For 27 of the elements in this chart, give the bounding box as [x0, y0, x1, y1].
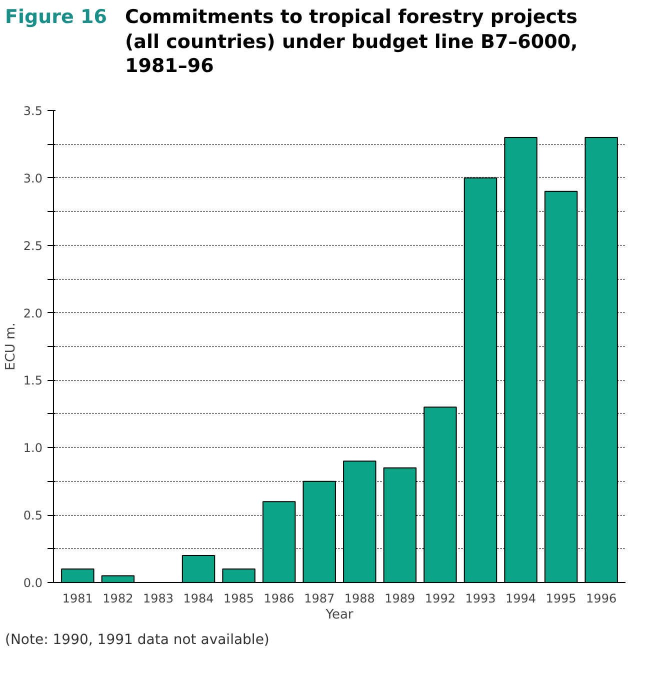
x-tick-label: 1989	[384, 592, 416, 606]
x-tick-label: 1992	[424, 592, 456, 606]
x-tick-label: 1984	[183, 592, 214, 606]
y-tick-label: 1.5	[23, 374, 43, 388]
y-axis-title: ECU m.	[3, 322, 18, 370]
y-tick-label: 2.5	[23, 238, 43, 253]
x-tick-label: 1988	[344, 592, 375, 606]
text: (Note: 1990, 1991 data not available)	[5, 631, 270, 650]
x-tick-label: 1987	[304, 592, 335, 606]
x-axis-title: Year	[324, 608, 354, 622]
chart-subtitle: Figure 16	[5, 5, 108, 30]
x-tick-label: 1986	[264, 592, 294, 606]
y-tick-label: 2.0	[23, 306, 43, 320]
y-tick-label: 1.0	[23, 441, 43, 456]
y-tick-label: 0.0	[23, 576, 43, 590]
x-tick-label: 1993	[465, 592, 496, 606]
x-tick-label: 1996	[586, 592, 617, 606]
y-tick-label: 3.0	[23, 171, 43, 186]
x-tick-label: 1995	[546, 592, 576, 606]
x-tick-label: 1983	[142, 592, 174, 606]
x-tick-label: 1981	[62, 592, 93, 606]
x-tick-label: 1985	[224, 592, 254, 606]
x-tick-label: 1994	[506, 592, 536, 606]
y-tick-label: 3.5	[23, 104, 43, 118]
y-tick-label: 0.5	[23, 508, 43, 523]
chart-title: Commitments to tropical forestry projects (all countries) under budget line B7–6000, 1981–96	[125, 5, 579, 80]
x-tick-label: 1982	[102, 592, 134, 606]
